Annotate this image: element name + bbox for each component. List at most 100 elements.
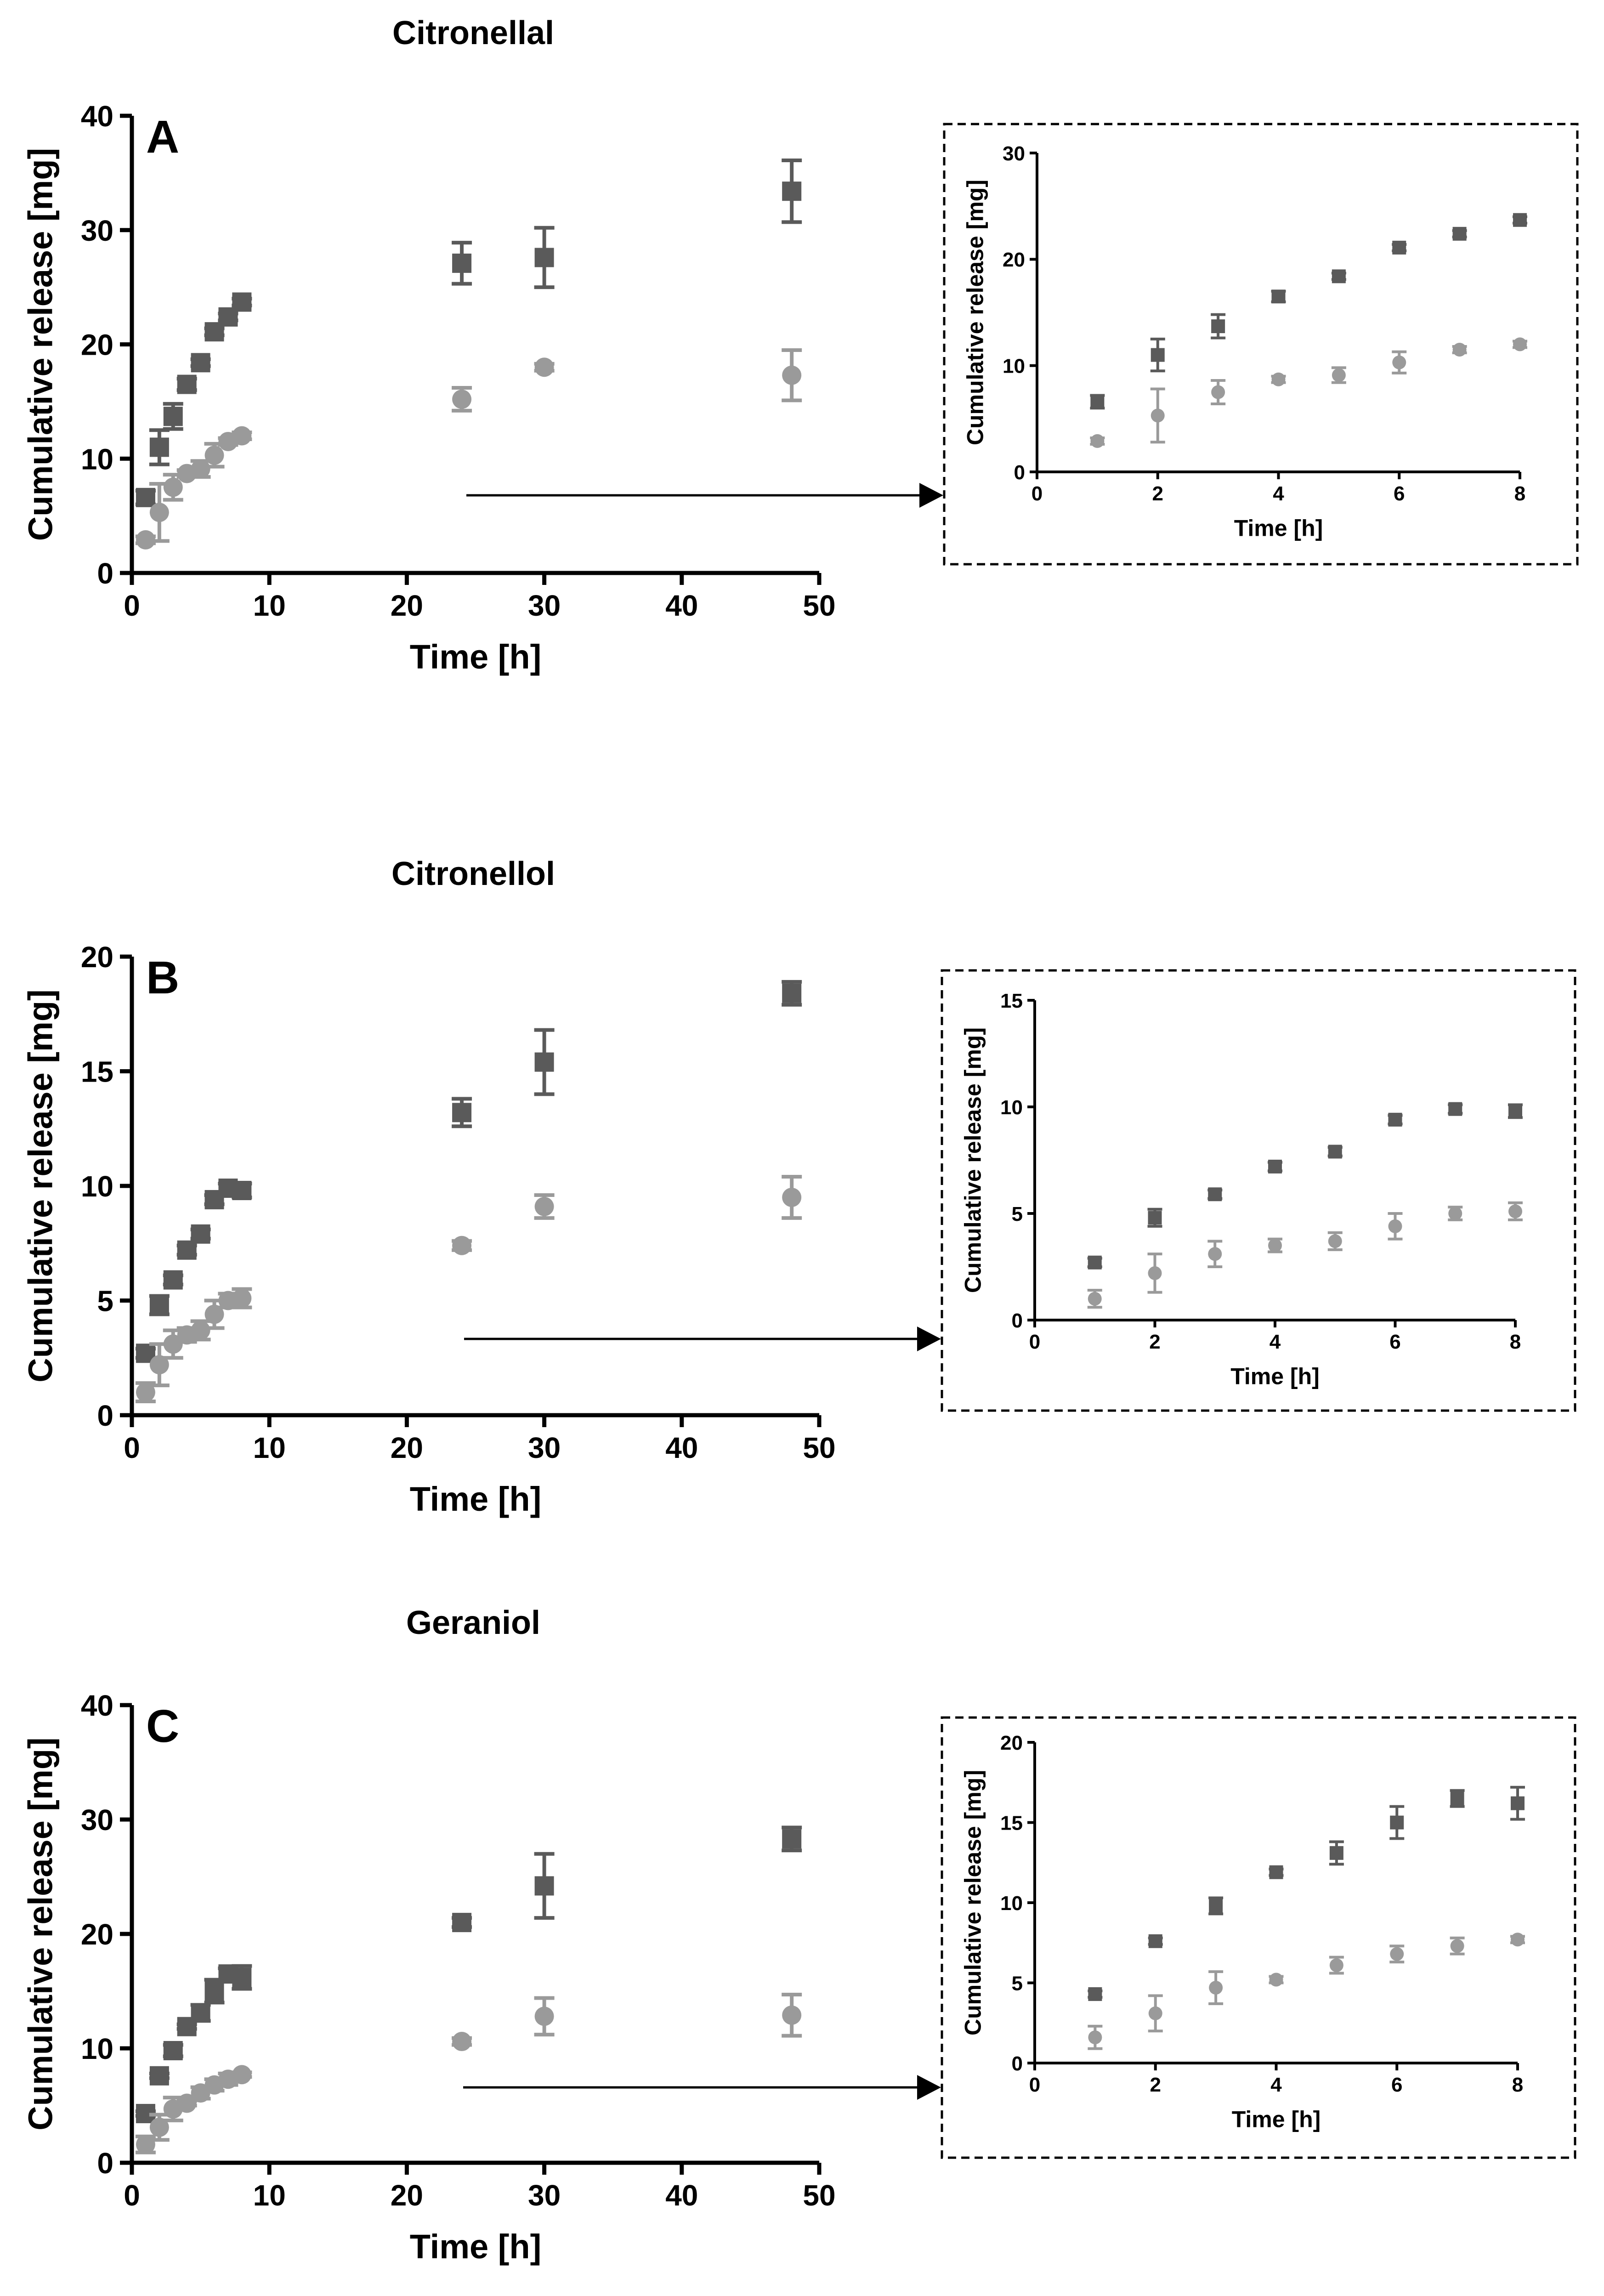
y-tick-label: 20 (81, 329, 113, 362)
data-point-square (782, 1829, 802, 1849)
x-axis-title: Time [h] (410, 1480, 541, 1518)
x-axis-title: Time [h] (1232, 2107, 1321, 2132)
data-point-circle (1329, 1958, 1343, 1973)
y-tick-label: 0 (1012, 1310, 1023, 1332)
data-point-square (1088, 1255, 1102, 1270)
square-series (1087, 1102, 1523, 1270)
panel-letter: B (146, 952, 179, 1003)
x-tick-label: 50 (803, 2179, 835, 2212)
circle-series (1087, 1201, 1523, 1309)
zoom-arrow (466, 483, 943, 508)
x-tick-label: 40 (665, 2179, 698, 2212)
data-point-square (149, 2066, 169, 2086)
circle-series (1090, 337, 1527, 448)
y-tick-label: 5 (97, 1285, 113, 1318)
data-point-square (149, 437, 169, 457)
data-point-circle (149, 1355, 169, 1375)
data-point-square (163, 1270, 183, 1290)
data-point-circle (1448, 1207, 1462, 1220)
panel-title: Citronellal (392, 15, 554, 51)
x-tick-label: 6 (1391, 2074, 1402, 2096)
x-tick-label: 8 (1510, 1331, 1521, 1353)
data-point-circle (1151, 408, 1165, 423)
circle-series (135, 1992, 802, 2154)
x-tick-label: 20 (391, 589, 423, 622)
x-tick-label: 4 (1273, 482, 1284, 505)
data-point-circle (1511, 1933, 1525, 1947)
y-axis-title: Cumulative release [mg] (22, 1737, 60, 2130)
x-tick-label: 40 (665, 1431, 698, 1464)
data-point-circle (232, 2065, 252, 2085)
data-point-circle (191, 1321, 210, 1340)
circle-series (135, 348, 802, 550)
y-tick-label: 10 (1003, 355, 1025, 378)
data-point-circle (1208, 1247, 1222, 1261)
data-point-circle (534, 1196, 554, 1216)
main-chart: 0 5 10 15 20 0 10 20 30 40 50 Time [h] Cumulative re… (22, 941, 836, 1518)
data-point-circle (163, 1334, 183, 1354)
x-tick-label: 20 (391, 2179, 423, 2212)
x-axis-title: Time [h] (410, 638, 541, 676)
arrow-head (917, 1327, 941, 1351)
data-point-square (1208, 1187, 1222, 1202)
panel-letter: A (146, 111, 179, 163)
data-point-square (1151, 348, 1165, 362)
data-point-circle (452, 1236, 472, 1255)
y-axis-title: Cumulative release [mg] (22, 148, 60, 541)
data-point-square (1513, 213, 1527, 227)
data-point-circle (782, 1187, 802, 1207)
data-point-circle (191, 459, 210, 479)
x-tick-label: 2 (1150, 2074, 1161, 2096)
data-point-circle (1513, 337, 1527, 351)
data-point-square (782, 181, 802, 201)
data-point-circle (1090, 434, 1105, 448)
data-point-square (1448, 1102, 1462, 1116)
data-point-circle (1209, 1980, 1223, 1995)
y-tick-label: 10 (81, 2032, 113, 2065)
x-tick-label: 30 (528, 2179, 561, 2212)
zoom-arrow (464, 1327, 941, 1351)
data-point-square (534, 1876, 554, 1896)
x-tick-label: 4 (1270, 2074, 1282, 2096)
data-point-square (1329, 1846, 1343, 1860)
arrow-head (917, 2075, 941, 2100)
zoom-arrow (463, 2075, 941, 2100)
data-point-square (191, 1224, 210, 1244)
data-point-circle (1269, 1973, 1283, 1987)
y-tick-label: 15 (1000, 990, 1023, 1012)
data-point-circle (1088, 2030, 1102, 2045)
data-point-circle (1452, 342, 1467, 357)
square-series (1088, 1786, 1525, 2001)
x-tick-label: 10 (253, 2179, 286, 2212)
data-point-square (1390, 1815, 1404, 1830)
main-chart: 0 10 20 30 40 0 10 20 30 40 50 Time [h] Cumulative r… (22, 1689, 836, 2266)
data-point-circle (204, 1304, 224, 1324)
y-tick-label: 10 (1000, 1096, 1023, 1119)
y-tick-label: 0 (97, 1399, 113, 1432)
data-point-square (1452, 227, 1467, 241)
y-tick-label: 20 (1000, 1732, 1023, 1754)
data-point-square (1511, 1796, 1525, 1810)
main-chart: 0 10 20 30 40 0 10 20 30 40 50 Time [h] Cumulative r… (22, 100, 836, 676)
data-point-circle (1508, 1204, 1522, 1219)
data-point-square (452, 253, 472, 273)
data-point-square (1392, 240, 1406, 255)
y-axis-title: Cumulative release [mg] (960, 1027, 986, 1293)
data-point-square (191, 353, 210, 373)
data-point-circle (1088, 1292, 1102, 1306)
y-tick-label: 20 (81, 1918, 113, 1951)
y-tick-label: 30 (1003, 142, 1025, 165)
data-point-square (1332, 269, 1346, 283)
inset-chart: 0 5 10 15 20 0 2 4 6 8 Time [h] Cumulative release … (941, 1716, 1576, 2159)
data-point-circle (534, 2007, 554, 2026)
data-point-square (232, 1180, 252, 1200)
x-tick-label: 50 (803, 589, 835, 622)
y-tick-label: 0 (1012, 2052, 1023, 2075)
x-tick-label: 40 (665, 589, 698, 622)
square-series (135, 1825, 802, 2123)
data-point-circle (782, 2005, 802, 2025)
y-axis-title: Cumulative release [mg] (22, 989, 60, 1382)
data-point-square (1211, 319, 1225, 334)
x-tick-label: 30 (528, 1431, 561, 1464)
